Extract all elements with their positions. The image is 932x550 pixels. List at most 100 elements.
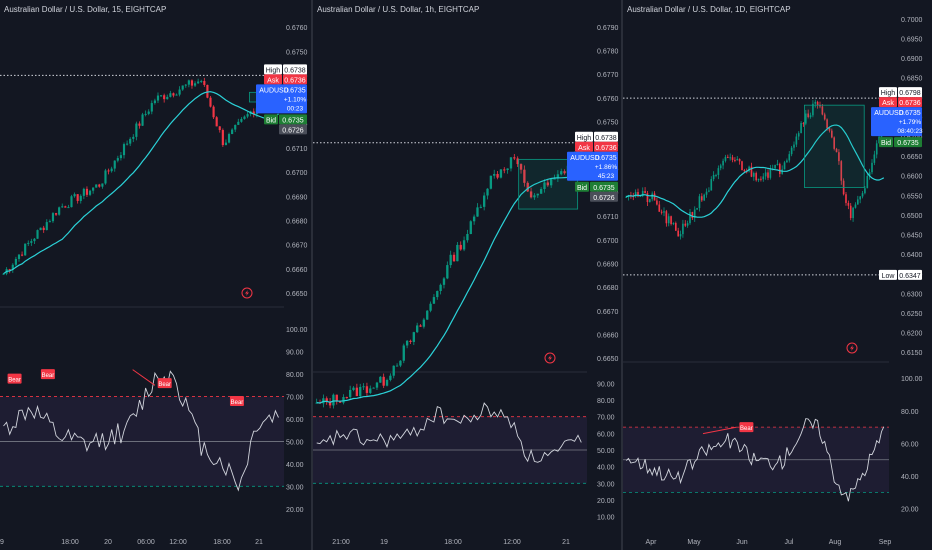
bid-label-bg bbox=[879, 137, 893, 148]
candle bbox=[639, 195, 642, 197]
time-axis-tick: 18:00 bbox=[61, 539, 79, 546]
ask-label: Ask bbox=[267, 77, 279, 84]
bid-label: Bid bbox=[577, 185, 587, 192]
bid-label-bg bbox=[264, 114, 278, 125]
candle bbox=[665, 211, 668, 224]
candle bbox=[355, 387, 359, 397]
candle bbox=[838, 152, 840, 162]
candle bbox=[677, 230, 680, 237]
chart-pane-1d[interactable]: 0.70000.69500.69000.68500.68000.67500.67… bbox=[623, 0, 932, 550]
candle bbox=[227, 134, 231, 143]
candle bbox=[193, 83, 197, 86]
pane-divider[interactable] bbox=[621, 0, 623, 550]
candle bbox=[70, 196, 73, 208]
ask-label: Ask bbox=[578, 145, 590, 152]
candle bbox=[442, 278, 446, 285]
candle bbox=[252, 111, 255, 115]
high-label: High bbox=[266, 67, 281, 74]
last-price: 0.6735 bbox=[595, 155, 617, 162]
candle bbox=[79, 195, 82, 201]
candle bbox=[178, 89, 181, 95]
candle bbox=[359, 386, 362, 397]
candle bbox=[802, 123, 805, 125]
candle bbox=[656, 200, 658, 205]
candle bbox=[686, 223, 689, 226]
price-axis-tick: 0.6400 bbox=[901, 252, 923, 259]
candle bbox=[243, 116, 246, 119]
lightning-icon bbox=[241, 287, 253, 299]
candle bbox=[472, 216, 476, 222]
candle bbox=[786, 160, 788, 163]
price-axis-tick: 0.6710 bbox=[597, 214, 619, 221]
ask-value-bg bbox=[594, 141, 618, 152]
ma-value-bg bbox=[590, 191, 618, 202]
rsi-axis-tick: 60.00 bbox=[901, 441, 919, 448]
candle bbox=[833, 137, 836, 149]
ask-value-bg bbox=[283, 74, 307, 85]
price-axis-tick: 0.7000 bbox=[901, 17, 923, 24]
price-axis-tick: 0.6750 bbox=[597, 120, 619, 127]
divergence-line bbox=[702, 426, 737, 435]
rsi-axis-tick: 10.00 bbox=[597, 515, 615, 522]
candle bbox=[736, 159, 739, 161]
bid-value: 0.6735 bbox=[897, 140, 919, 147]
candle bbox=[790, 147, 793, 155]
price-axis-tick: 0.6300 bbox=[901, 291, 923, 298]
candle bbox=[840, 161, 843, 181]
last-price-bg bbox=[256, 84, 307, 114]
candle bbox=[107, 170, 110, 172]
candle bbox=[135, 123, 138, 137]
pane-divider[interactable] bbox=[311, 0, 313, 550]
rsi-axis-tick: 50.00 bbox=[286, 439, 304, 446]
divergence-line bbox=[132, 369, 156, 386]
candle bbox=[429, 303, 432, 311]
candle bbox=[752, 173, 755, 177]
price-axis-tick: 0.6760 bbox=[286, 25, 308, 32]
ask-value-bg bbox=[898, 97, 922, 108]
rsi-axis-tick: 60.00 bbox=[597, 431, 615, 438]
high-value: 0.6798 bbox=[899, 90, 921, 97]
chart-pane-15m[interactable]: 0.67600.67500.67400.67300.67200.67100.67… bbox=[0, 0, 312, 550]
chart-canvas[interactable]: 0.67600.67500.67400.67300.67200.67100.67… bbox=[0, 0, 312, 550]
candle bbox=[116, 158, 119, 161]
candle bbox=[864, 188, 866, 194]
time-axis-tick: 21 bbox=[562, 539, 570, 546]
candle bbox=[372, 387, 375, 389]
candle bbox=[104, 170, 107, 184]
time-axis-tick: Jul bbox=[785, 539, 794, 546]
candle bbox=[456, 244, 459, 262]
candle bbox=[439, 284, 442, 291]
rsi-axis-tick: 70.00 bbox=[286, 395, 304, 402]
candle bbox=[338, 401, 342, 403]
candle bbox=[826, 119, 828, 129]
high-label: High bbox=[577, 135, 592, 142]
candle bbox=[866, 175, 869, 189]
candle bbox=[788, 154, 791, 161]
candle bbox=[42, 227, 45, 231]
high-value-bg bbox=[898, 87, 922, 98]
chart-canvas[interactable]: 0.70000.69500.69000.68500.68000.67500.67… bbox=[623, 0, 932, 550]
candle bbox=[88, 190, 92, 195]
candle bbox=[187, 80, 190, 85]
chart-canvas[interactable]: 0.67900.67800.67700.67600.67500.67400.67… bbox=[313, 0, 621, 550]
high-value-bg bbox=[594, 131, 618, 142]
time-axis-tick: 18:00 bbox=[444, 539, 462, 546]
candle bbox=[710, 179, 713, 191]
lightning-icon-glyph bbox=[850, 345, 854, 351]
bear-label: Bear bbox=[231, 400, 244, 406]
bear-label: Bear bbox=[42, 373, 55, 379]
rsi-axis-tick: 80.00 bbox=[286, 372, 304, 379]
chart-pane-1h[interactable]: 0.67900.67800.67700.67600.67500.67400.67… bbox=[313, 0, 621, 550]
price-axis-tick: 0.6650 bbox=[286, 291, 308, 298]
bear-label-bg bbox=[7, 373, 22, 384]
bear-label-bg bbox=[229, 396, 244, 407]
candle bbox=[422, 319, 426, 327]
last-price-bg bbox=[871, 107, 922, 137]
price-axis-tick: 0.6770 bbox=[597, 72, 619, 79]
time-axis-tick: 20 bbox=[104, 539, 112, 546]
bear-label-bg bbox=[40, 369, 55, 380]
candle bbox=[159, 95, 163, 97]
candle bbox=[95, 184, 98, 188]
candle bbox=[184, 84, 187, 86]
